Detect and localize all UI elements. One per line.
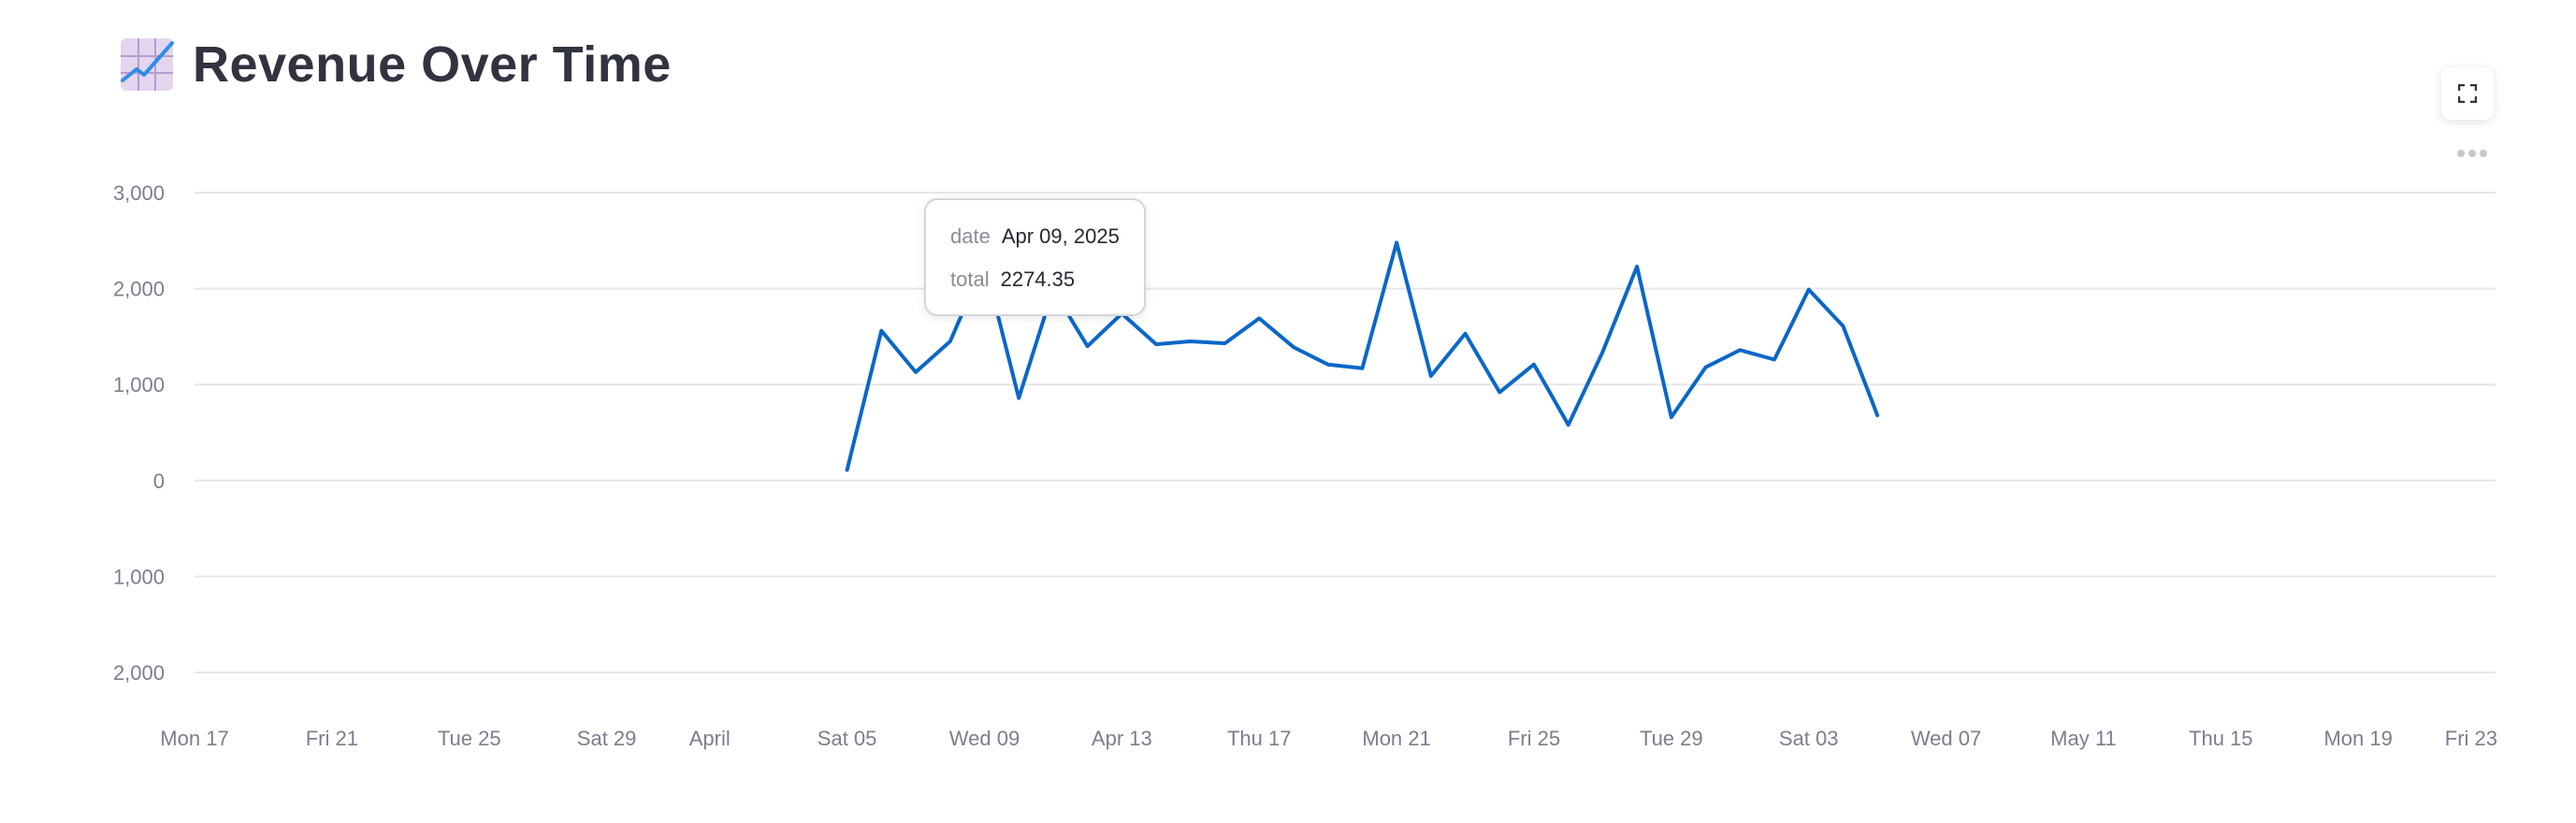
- x-tick-label: Fri 23: [2445, 727, 2497, 750]
- x-tick-label: Wed 07: [1911, 727, 1981, 750]
- y-tick-label: 1,000: [113, 373, 165, 397]
- x-tick-label: Mon 17: [160, 727, 228, 750]
- x-tick-label: Tue 25: [438, 727, 501, 750]
- y-tick-label: 1,000: [113, 565, 165, 588]
- x-tick-label: Fri 21: [306, 727, 358, 750]
- fullscreen-icon: [2458, 84, 2477, 103]
- x-tick-label: Sat 03: [1779, 727, 1839, 750]
- x-tick-label: May 11: [2050, 727, 2117, 750]
- x-tick-label: Thu 15: [2189, 727, 2253, 750]
- tooltip-total-row: total 2274.35: [950, 258, 1120, 301]
- tooltip-date-value: Apr 09, 2025: [1001, 224, 1120, 248]
- page-header: Revenue Over Time: [120, 37, 672, 92]
- chart-increasing-icon: [121, 38, 174, 91]
- x-tick-label: Sat 05: [818, 727, 877, 750]
- y-tick-label: 2,000: [113, 278, 165, 301]
- chart-tooltip: date Apr 09, 2025 total 2274.35: [924, 198, 1146, 316]
- tooltip-total-key: total: [950, 267, 990, 291]
- y-tick-label: 2,000: [113, 661, 165, 685]
- y-tick-label: 3,000: [113, 181, 165, 205]
- tooltip-date-key: date: [950, 224, 991, 248]
- x-tick-label: Mon 19: [2323, 727, 2392, 750]
- x-tick-label: Sat 29: [577, 727, 637, 750]
- more-options-icon[interactable]: [2455, 142, 2489, 165]
- tooltip-total-value: 2274.35: [1000, 267, 1076, 291]
- revenue-series-line[interactable]: [845, 240, 1880, 472]
- x-tick-label: Thu 17: [1227, 727, 1292, 750]
- x-tick-label: April: [689, 727, 731, 750]
- x-tick-label: Mon 21: [1362, 727, 1430, 750]
- x-tick-label: Tue 29: [1640, 727, 1703, 750]
- y-tick-label: 0: [153, 469, 165, 493]
- page-title: Revenue Over Time: [193, 36, 672, 93]
- x-tick-label: Fri 25: [1508, 727, 1560, 750]
- tooltip-date-row: date Apr 09, 2025: [950, 215, 1120, 258]
- x-tick-label: Wed 09: [949, 727, 1020, 750]
- fullscreen-button[interactable]: [2441, 67, 2494, 120]
- x-tick-label: Apr 13: [1092, 727, 1152, 750]
